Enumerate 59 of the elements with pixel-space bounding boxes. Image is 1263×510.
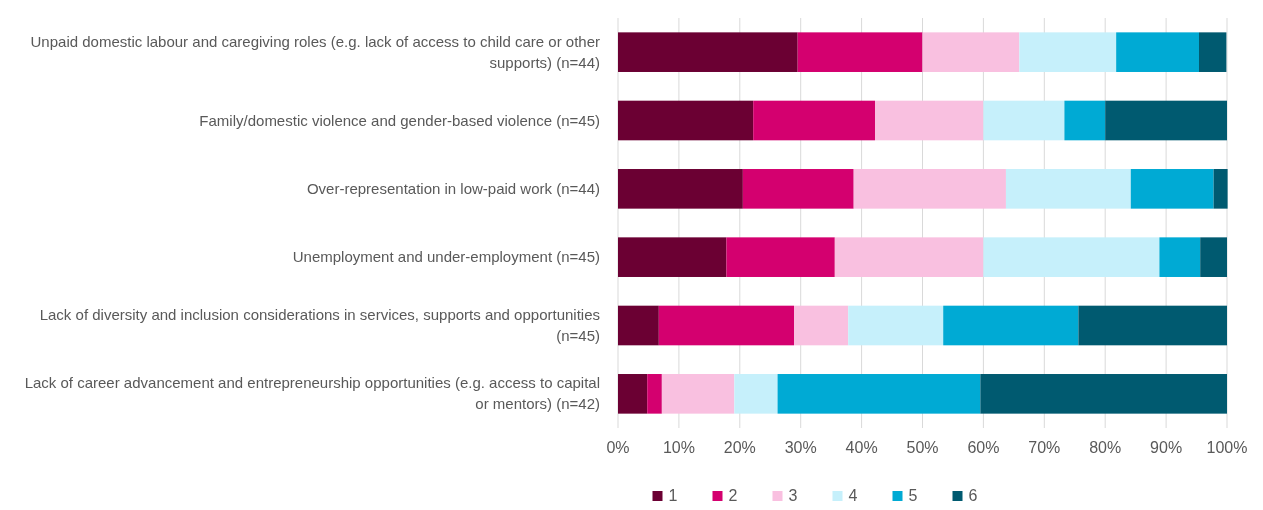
x-tick-label: 30% — [784, 439, 817, 456]
bar — [618, 374, 648, 414]
x-tick-label: 10% — [662, 439, 695, 456]
y-tick-label: Lack of diversity and inclusion considerations in services, supports and opportunities (n=45) — [39, 306, 600, 344]
y-tick-label: Unemployment and under-employment (n=45) — [292, 248, 600, 266]
x-tick-label: 90% — [1150, 439, 1183, 456]
bar — [1105, 100, 1227, 141]
bar — [848, 305, 944, 346]
bar — [618, 237, 727, 277]
bar — [1159, 237, 1201, 277]
bar — [853, 169, 1006, 209]
y-tick-label: Over-representation in low-paid work (n=44) — [306, 179, 600, 197]
x-tick-label: 50% — [906, 439, 939, 456]
x-tick-label: 20% — [723, 439, 756, 456]
bar — [922, 32, 1020, 72]
bar — [726, 237, 835, 277]
y-tick-label: Family/domestic violence and gender-based violence (n=45) — [199, 111, 600, 129]
bar — [777, 374, 981, 414]
x-tick-label: 0% — [606, 439, 630, 456]
bar — [1019, 32, 1117, 72]
legend-label: 6 — [968, 487, 978, 504]
legend-label: 2 — [728, 487, 738, 504]
bar — [618, 100, 754, 141]
bar — [618, 169, 743, 209]
bar — [794, 305, 849, 346]
bar — [943, 305, 1079, 346]
bar — [1198, 32, 1227, 72]
x-tick-label: 40% — [845, 439, 878, 456]
y-tick-label: Unpaid domestic labour and caregiving roles (e.g. lack of access to child care or other supports) (n=44) — [30, 32, 600, 71]
bar — [1064, 100, 1106, 141]
legend-label: 4 — [848, 487, 858, 504]
bar — [753, 100, 875, 141]
x-tick-label: 80% — [1089, 439, 1122, 456]
bar — [875, 100, 984, 141]
legend-label: 5 — [908, 487, 918, 504]
bar — [1005, 169, 1131, 209]
bar — [983, 237, 1160, 277]
bar — [1078, 305, 1227, 346]
legend-label: 1 — [668, 487, 678, 504]
y-tick-label: Lack of career advancement and entrepreneurship opportunities (e.g. access to capital or mentors) (n=42) — [24, 374, 600, 413]
x-tick-label: 60% — [967, 439, 1000, 456]
bar — [658, 305, 794, 346]
bar — [834, 237, 984, 277]
x-tick-label: 100% — [1206, 439, 1248, 456]
legend-label: 3 — [788, 487, 798, 504]
bar — [1200, 237, 1227, 277]
bar — [647, 374, 662, 414]
bar — [983, 100, 1065, 141]
bar — [742, 169, 854, 209]
bar — [1116, 32, 1199, 72]
bar — [797, 32, 923, 72]
x-tick-label: 70% — [1028, 439, 1061, 456]
bar — [618, 32, 798, 72]
bar — [980, 374, 1227, 414]
bar — [661, 374, 735, 414]
bar — [1213, 169, 1228, 209]
bar — [734, 374, 778, 414]
bar — [618, 305, 659, 346]
bar — [1130, 169, 1214, 209]
